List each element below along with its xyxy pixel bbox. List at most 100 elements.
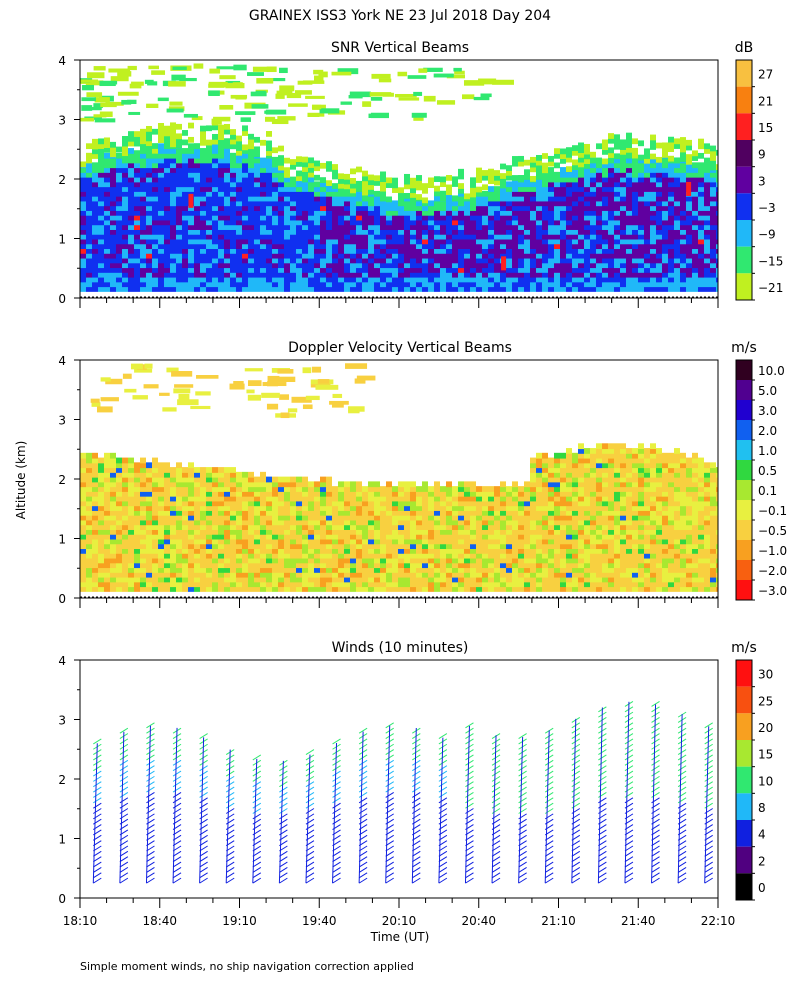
doppler-cell <box>362 552 368 559</box>
snr-cell <box>152 238 158 245</box>
doppler-cell <box>338 505 344 511</box>
doppler-cell <box>338 533 344 540</box>
snr-cell <box>170 271 176 278</box>
snr-cell <box>302 271 308 278</box>
snr-cell <box>236 167 242 173</box>
snr-cell <box>308 171 314 178</box>
snr-cell <box>566 190 572 197</box>
snr-cell <box>710 155 716 161</box>
snr-cell <box>554 176 560 183</box>
snr-cell <box>480 93 492 98</box>
snr-cell <box>656 162 662 169</box>
doppler-cell <box>386 548 392 554</box>
doppler-cell <box>410 505 416 511</box>
snr-cell <box>410 257 416 264</box>
snr-cell <box>92 200 98 207</box>
snr-cell <box>578 252 584 259</box>
doppler-cell <box>86 533 92 540</box>
snr-cell <box>368 271 374 278</box>
snr-cell <box>392 252 398 259</box>
snr-cell <box>680 190 686 197</box>
snr-cell <box>176 181 182 188</box>
snr-cell <box>94 97 110 103</box>
snr-cell <box>176 167 182 173</box>
doppler-cell <box>134 528 140 535</box>
snr-cell <box>680 137 686 143</box>
snr-cell <box>326 165 332 172</box>
snr-cell <box>98 200 104 207</box>
doppler-cell <box>212 528 218 535</box>
snr-cell <box>638 205 644 211</box>
doppler-cell <box>374 576 380 583</box>
doppler-cell <box>374 514 380 521</box>
snr-cell <box>500 200 506 207</box>
snr-cell <box>200 248 206 254</box>
snr-cell <box>482 228 488 235</box>
snr-cell <box>518 271 524 278</box>
snr-cell <box>470 228 476 235</box>
doppler-cell <box>308 538 314 545</box>
snr-cell <box>86 195 92 202</box>
doppler-cell <box>134 467 140 473</box>
snr-cell <box>464 243 470 250</box>
snr-cell <box>602 162 608 169</box>
doppler-cell <box>236 562 242 569</box>
doppler-cell <box>254 476 260 483</box>
doppler-cell <box>140 514 146 521</box>
snr-cell <box>626 228 632 235</box>
doppler-cell <box>392 519 398 526</box>
doppler-cell <box>206 533 212 540</box>
snr-cell <box>680 257 686 264</box>
snr-cell <box>326 195 332 202</box>
doppler-cell <box>344 509 350 516</box>
snr-cell <box>644 233 650 240</box>
snr-cell <box>332 205 338 211</box>
snr-cell <box>194 157 200 164</box>
snr-cell <box>236 233 242 240</box>
snr-cell <box>698 186 704 192</box>
snr-cell <box>206 209 212 216</box>
snr-cell <box>698 181 704 188</box>
snr-cell <box>524 286 530 292</box>
snr-cell <box>104 214 110 221</box>
doppler-cell <box>236 500 242 507</box>
doppler-cell <box>224 571 230 578</box>
snr-cell <box>296 181 302 188</box>
snr-cell <box>272 195 278 202</box>
doppler-cell <box>392 538 398 545</box>
snr-cell <box>614 238 620 245</box>
doppler-cell <box>152 467 158 473</box>
snr-cell <box>128 281 134 288</box>
snr-cell <box>332 243 338 250</box>
doppler-cell <box>92 538 98 545</box>
snr-cell <box>470 257 476 264</box>
doppler-cell <box>272 505 278 511</box>
doppler-cell <box>272 552 278 559</box>
doppler-cell <box>128 557 134 564</box>
doppler-cell <box>164 481 170 488</box>
snr-cell <box>602 276 608 283</box>
doppler-cell <box>218 533 224 540</box>
doppler-cell <box>164 467 170 473</box>
snr-cell <box>350 243 356 250</box>
snr-cell <box>644 200 650 207</box>
doppler-cell <box>182 571 188 578</box>
doppler-cell <box>80 505 86 511</box>
doppler-cell <box>92 490 98 497</box>
snr-cell <box>338 238 344 245</box>
doppler-cell <box>242 486 248 492</box>
doppler-cell <box>470 481 476 488</box>
doppler-cell <box>308 509 314 516</box>
snr-cell <box>230 224 236 230</box>
snr-cell <box>674 262 680 269</box>
doppler-cell <box>278 481 284 488</box>
snr-cell <box>368 174 374 181</box>
doppler-cell <box>134 552 140 559</box>
snr-cell <box>704 148 710 154</box>
snr-cell <box>608 200 614 207</box>
snr-cell <box>122 167 128 173</box>
snr-cell <box>488 238 494 245</box>
doppler-cell <box>362 505 368 511</box>
doppler-cell <box>254 514 260 521</box>
snr-cell <box>470 248 476 254</box>
